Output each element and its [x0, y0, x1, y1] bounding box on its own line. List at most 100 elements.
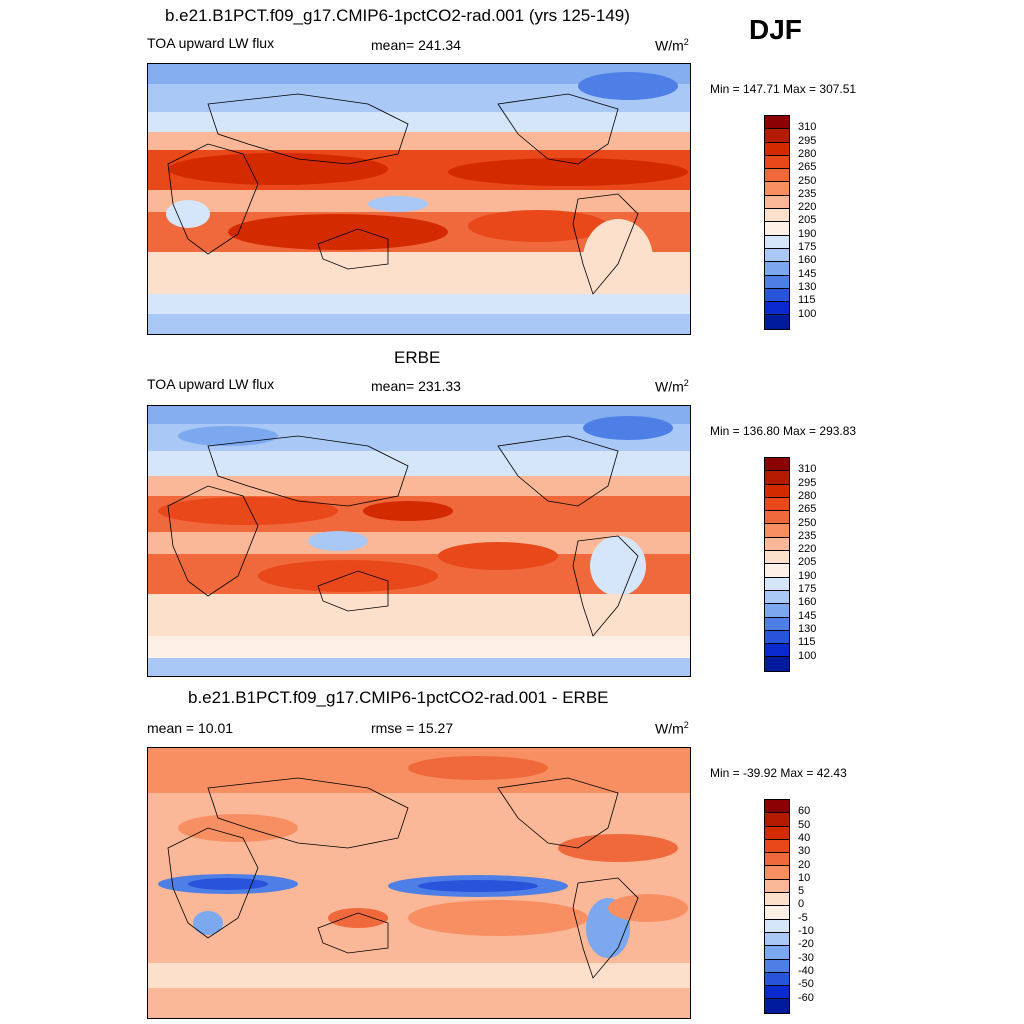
colorbar-tick-label: 145 [798, 609, 817, 622]
colorbar-box [765, 302, 789, 316]
season-label: DJF [749, 14, 802, 45]
colorbar-tick-label: 145 [798, 267, 817, 280]
colorbar-box [765, 826, 789, 840]
colorbar-box [765, 116, 789, 130]
colorbar-box [765, 129, 789, 143]
colorbar-tick-label: 190 [798, 227, 817, 240]
panel3-minmax: Min = -39.92 Max = 42.43 [710, 766, 847, 780]
panel2-units-label: W/m2 [655, 378, 689, 395]
colorbar-box [765, 484, 789, 498]
panel1-units-label: W/m2 [655, 37, 689, 54]
colorbar-box [765, 839, 789, 854]
colorbar-tick-label: 175 [798, 583, 817, 595]
colorbar-tick-label: 60 [798, 805, 811, 818]
colorbar-box [765, 288, 789, 303]
colorbar-box [765, 169, 789, 183]
colorbar-box [765, 564, 789, 578]
colorbar-box [765, 458, 789, 472]
colorbar-tick-label: -60 [798, 991, 814, 1004]
colorbar-box [765, 853, 789, 867]
panel3-mean-label: mean = 10.01 [147, 720, 234, 736]
colorbar-tick-label: 40 [798, 831, 811, 844]
colorbar-box [765, 604, 789, 618]
colorbar-tick-label: 50 [798, 818, 811, 831]
colorbar-tick-label: 295 [798, 476, 817, 489]
colorbar-tick-label: 250 [798, 516, 817, 529]
colorbar-box [765, 315, 789, 329]
colorbar-tick-label: -10 [798, 925, 814, 937]
panel1-minmax: Min = 147.71 Max = 307.51 [710, 82, 857, 96]
colorbar-box [765, 182, 789, 196]
panel2-mean-label: mean= 231.33 [371, 378, 461, 394]
colorbar-tick-label: 100 [798, 307, 817, 320]
colorbar-tick-label: 295 [798, 134, 817, 147]
colorbar-box [765, 551, 789, 565]
panel3-title: b.e21.B1PCT.f09_g17.CMIP6-1pctCO2-rad.00… [188, 688, 609, 707]
colorbar-box [765, 999, 789, 1013]
colorbar-box [765, 222, 789, 236]
colorbar-box [765, 471, 789, 485]
colorbar-box [765, 524, 789, 538]
colorbar-box [765, 800, 789, 814]
panel3-colorbar-boxes [765, 800, 789, 1013]
colorbar-tick-label: 190 [798, 569, 817, 582]
panel1-map [147, 63, 691, 335]
colorbar-box [765, 497, 789, 512]
colorbar-tick-label: -30 [798, 951, 814, 964]
colorbar-box [765, 248, 789, 263]
colorbar-tick-label: 220 [798, 543, 817, 556]
colorbar-box [765, 866, 789, 880]
colorbar-box [765, 590, 789, 605]
colorbar-tick-label: 280 [798, 489, 817, 502]
colorbar-tick-label: 100 [798, 649, 817, 662]
panel2-title: ERBE [394, 348, 441, 367]
colorbar-tick-label: 265 [798, 161, 817, 174]
colorbar-tick-label: 235 [798, 187, 817, 200]
colorbar-box [765, 235, 789, 249]
colorbar-box [765, 630, 789, 645]
colorbar-tick-label: 130 [798, 280, 817, 293]
colorbar-tick-label: 310 [798, 121, 817, 134]
colorbar-box [765, 919, 789, 933]
colorbar-tick-label: 5 [798, 885, 805, 898]
colorbar-box [765, 262, 789, 276]
colorbar-tick-label: 30 [798, 845, 811, 858]
panel2-colorbar-boxes [765, 458, 789, 671]
colorbar-tick-label: 280 [798, 147, 817, 160]
panel2-colorbar [764, 457, 790, 672]
colorbar-box [765, 511, 789, 525]
panel1-colorbar [764, 115, 790, 330]
colorbar-box [765, 972, 789, 987]
colorbar-tick-label: 10 [798, 871, 811, 884]
colorbar-box [765, 657, 789, 671]
panel3-map-field [148, 748, 690, 1018]
colorbar-box [765, 209, 789, 223]
panel3-units-label: W/m2 [655, 720, 689, 737]
colorbar-tick-label: 130 [798, 622, 817, 635]
colorbar-tick-label: 205 [798, 556, 817, 569]
colorbar-box [765, 617, 789, 631]
colorbar-box [765, 644, 789, 658]
colorbar-box [765, 155, 789, 170]
colorbar-tick-label: -5 [798, 911, 808, 924]
panel2-minmax: Min = 136.80 Max = 293.83 [710, 424, 857, 438]
panel3-rmse-label: rmse = 15.27 [371, 720, 454, 736]
colorbar-tick-label: 115 [798, 294, 816, 307]
colorbar-box [765, 142, 789, 156]
colorbar-box [765, 577, 789, 591]
colorbar-tick-label: 175 [798, 241, 817, 253]
colorbar-box [765, 275, 789, 289]
colorbar-tick-label: 235 [798, 529, 817, 542]
colorbar-tick-label: 115 [798, 636, 816, 649]
panel3-colorbar [764, 799, 790, 1014]
colorbar-tick-label: -20 [798, 938, 814, 951]
colorbar-box [765, 932, 789, 947]
colorbar-box [765, 959, 789, 973]
panel2-map [147, 405, 691, 677]
colorbar-tick-label: -50 [798, 978, 814, 991]
colorbar-tick-label: 0 [798, 898, 805, 911]
colorbar-box [765, 986, 789, 1000]
colorbar-tick-label: 205 [798, 214, 817, 227]
colorbar-tick-label: 310 [798, 463, 817, 476]
colorbar-tick-label: 265 [798, 503, 817, 516]
